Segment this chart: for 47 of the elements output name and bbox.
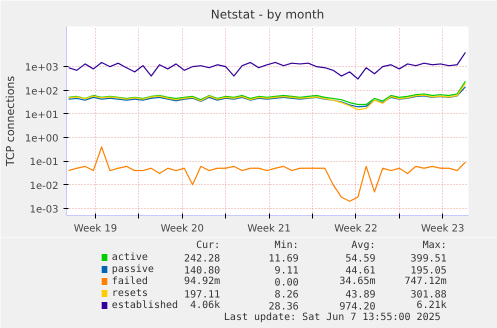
- legend-label: failed: [112, 276, 148, 287]
- text: 8.26: [274, 290, 299, 300]
- text: 6.21k: [416, 300, 447, 311]
- text: 34.65m: [339, 276, 376, 287]
- y-tick-label: 1e-02: [30, 180, 59, 192]
- text: 54.59: [345, 254, 376, 264]
- legend-label: resets: [112, 288, 148, 299]
- legend-label: active: [112, 252, 148, 263]
- text: 44.61: [345, 266, 376, 276]
- y-tick-label: 1e+00: [24, 134, 59, 145]
- line-series: [68, 80, 466, 106]
- text: 28.36: [268, 302, 299, 312]
- x-tick-label: Week 20: [160, 224, 204, 234]
- text: Max:: [422, 240, 447, 251]
- text: Avg:: [351, 240, 376, 251]
- text: 195.05: [410, 266, 447, 276]
- y-axis-title: TCP connections: [4, 76, 17, 168]
- x-tick-label: Week 23: [421, 224, 464, 234]
- legend-label: established: [112, 300, 178, 311]
- text: 43.89: [345, 290, 376, 300]
- legend-label: passive: [112, 264, 154, 275]
- text: 974.20: [339, 302, 376, 312]
- y-tick-label: 1e-01: [30, 157, 59, 168]
- text: 242.28: [184, 254, 220, 264]
- x-tick-label: Week 19: [74, 224, 118, 234]
- text: 747.12m: [404, 276, 447, 287]
- x-tick-label: Week 21: [247, 224, 291, 234]
- x-tick-label: Week 22: [334, 224, 378, 234]
- line-series: [68, 146, 466, 202]
- text: 94.92m: [184, 276, 220, 287]
- text: Min:: [274, 240, 299, 251]
- text: 4.06k: [190, 300, 220, 311]
- chart-title: Netstat - by month: [210, 8, 324, 22]
- y-tick-label: 1e+02: [24, 86, 59, 98]
- y-tick-label: 1e+03: [24, 62, 59, 74]
- text: 399.51: [410, 254, 447, 264]
- text: 301.88: [410, 290, 447, 300]
- line-series: [68, 52, 466, 80]
- y-tick-label: 1e+01: [24, 110, 59, 121]
- text: 9.11: [274, 266, 299, 276]
- text: Last update: Sat Jun 7 13:55:00 2025: [224, 312, 441, 323]
- text: 140.80: [184, 266, 220, 276]
- text: 197.11: [184, 290, 220, 300]
- text: 11.69: [268, 254, 299, 264]
- text: Cur:: [196, 240, 220, 251]
- text: 0.00: [274, 278, 299, 288]
- y-tick-label: 1e-03: [30, 204, 59, 216]
